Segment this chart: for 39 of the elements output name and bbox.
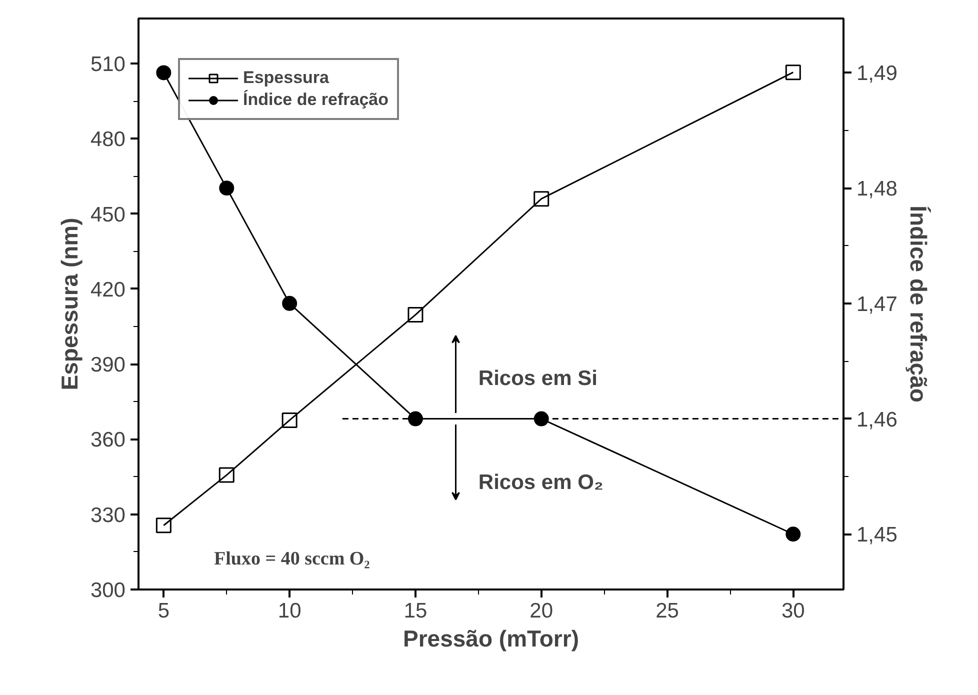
point — [786, 526, 801, 542]
x-tick-label: 30 — [781, 600, 805, 622]
x-tick-label: 20 — [530, 600, 554, 622]
point — [534, 191, 550, 207]
y2-tick-label: 1,49 — [856, 62, 898, 86]
point — [534, 411, 549, 426]
x-tick-label: 10 — [278, 600, 302, 622]
y-tick-label: 390 — [90, 354, 126, 377]
x-tick-label: 25 — [656, 600, 679, 622]
y-tick-label: 330 — [90, 504, 126, 527]
y-tick-label: 360 — [90, 428, 126, 452]
legend-label: Índice de refração — [243, 90, 389, 110]
y2-tick-label: 1,46 — [856, 408, 898, 432]
y-tick-label: 420 — [90, 278, 126, 302]
y-tick-label: 480 — [90, 128, 126, 152]
point — [408, 411, 423, 426]
annotation: Fluxo = 40 sccm O₂ — [214, 548, 370, 570]
x-tick-label: 5 — [158, 600, 170, 622]
x-tick-label: 15 — [404, 600, 428, 622]
point — [156, 518, 172, 534]
point — [219, 180, 234, 196]
point — [282, 412, 298, 428]
y-axis-title: Espessura (nm) — [56, 218, 82, 390]
y-tick-label: 450 — [90, 203, 126, 226]
y2-tick-label: 1,47 — [856, 292, 898, 316]
annotation: Ricos em O₂ — [478, 470, 604, 494]
y2-tick-label: 1,48 — [856, 178, 898, 201]
y2-axis-title: Índice de refração — [905, 206, 932, 402]
point — [282, 296, 298, 311]
y-tick-label: 510 — [90, 53, 126, 76]
point — [408, 307, 424, 323]
y2-tick-label: 1,45 — [856, 524, 898, 547]
annotation: Ricos em Si — [478, 366, 598, 390]
legend-label: Espessura — [243, 68, 329, 88]
point — [785, 64, 801, 80]
point — [218, 467, 234, 483]
point — [156, 65, 172, 80]
y-tick-label: 300 — [90, 579, 126, 602]
x-axis-title: Pressão (mTorr) — [403, 626, 579, 652]
